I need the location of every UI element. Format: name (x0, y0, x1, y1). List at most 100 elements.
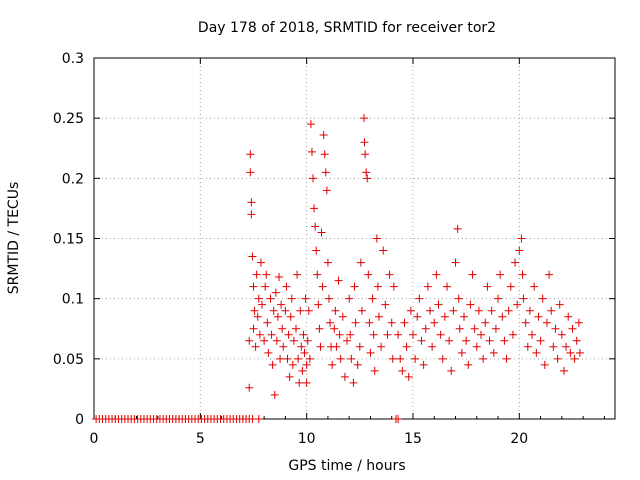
y-tick-label: 0.05 (53, 352, 84, 368)
x-tick-label: 10 (298, 431, 316, 447)
x-tick-label: 20 (510, 431, 528, 447)
data-point (331, 306, 340, 315)
data-point (502, 354, 511, 363)
data-point (491, 324, 500, 333)
data-point (299, 330, 308, 339)
data-point (319, 131, 328, 140)
data-point (389, 282, 398, 291)
data-point (260, 336, 269, 345)
data-point (343, 336, 352, 345)
data-point (468, 270, 477, 279)
data-point (487, 306, 496, 315)
data-point (536, 336, 545, 345)
data-point (545, 270, 554, 279)
data-point (555, 300, 564, 309)
data-point (562, 342, 571, 351)
data-point (284, 330, 293, 339)
data-point (281, 306, 290, 315)
y-tick-label: 0 (75, 412, 84, 428)
data-point (245, 336, 254, 345)
data-point (298, 366, 307, 375)
data-point (470, 324, 479, 333)
data-point (269, 306, 278, 315)
data-point (296, 306, 305, 315)
data-point (279, 342, 288, 351)
data-point (309, 174, 318, 183)
data-point (340, 372, 349, 381)
data-point (525, 306, 534, 315)
data-point (315, 324, 324, 333)
data-point (572, 336, 581, 345)
data-point (538, 294, 547, 303)
data-point (302, 378, 311, 387)
data-point (374, 312, 383, 321)
data-point (317, 228, 326, 237)
data-point (306, 120, 315, 129)
y-tick-label: 0.25 (53, 111, 84, 127)
data-point (264, 348, 273, 357)
data-point (295, 378, 304, 387)
data-point (485, 336, 494, 345)
data-point (262, 270, 271, 279)
data-point (250, 306, 259, 315)
data-point (272, 336, 281, 345)
data-point (248, 252, 257, 261)
data-point (434, 300, 443, 309)
data-point (270, 390, 279, 399)
y-axis-label: SRMTID / TECUs (6, 182, 22, 295)
data-point (400, 318, 409, 327)
data-point (300, 348, 309, 357)
data-point (255, 330, 264, 339)
data-point (566, 348, 575, 357)
x-tick-label: 15 (404, 431, 422, 447)
data-point (466, 300, 475, 309)
data-point (511, 258, 520, 267)
data-point (404, 372, 413, 381)
data-point (575, 348, 584, 357)
data-points (92, 114, 584, 423)
data-point (472, 342, 481, 351)
data-point (346, 330, 355, 339)
data-point (455, 324, 464, 333)
data-point (428, 342, 437, 351)
data-point (330, 324, 339, 333)
data-point (246, 150, 255, 159)
data-point (460, 312, 469, 321)
data-point (447, 366, 456, 375)
data-point (249, 282, 258, 291)
data-point (263, 318, 272, 327)
data-point (411, 354, 420, 363)
data-point (394, 415, 403, 423)
data-point (425, 306, 434, 315)
data-point (517, 234, 526, 243)
data-point (494, 294, 503, 303)
data-point (294, 354, 303, 363)
data-point (362, 168, 371, 177)
data-point (483, 282, 492, 291)
data-point (356, 258, 365, 267)
data-point (289, 336, 298, 345)
data-point (311, 222, 320, 231)
data-point (396, 354, 405, 363)
data-point (365, 318, 374, 327)
data-point (547, 306, 556, 315)
data-point (519, 294, 528, 303)
data-point (253, 312, 262, 321)
data-point (360, 138, 369, 147)
data-point (504, 306, 513, 315)
data-point (370, 366, 379, 375)
data-point (321, 168, 330, 177)
data-point (528, 330, 537, 339)
data-point (307, 147, 316, 156)
data-point (246, 168, 255, 177)
data-point (445, 336, 454, 345)
data-point (313, 270, 322, 279)
data-point (498, 312, 507, 321)
data-point (388, 354, 397, 363)
data-point (385, 270, 394, 279)
data-point (432, 270, 441, 279)
data-point (553, 354, 562, 363)
data-point (423, 282, 432, 291)
data-point (276, 354, 285, 363)
data-point (574, 318, 583, 327)
